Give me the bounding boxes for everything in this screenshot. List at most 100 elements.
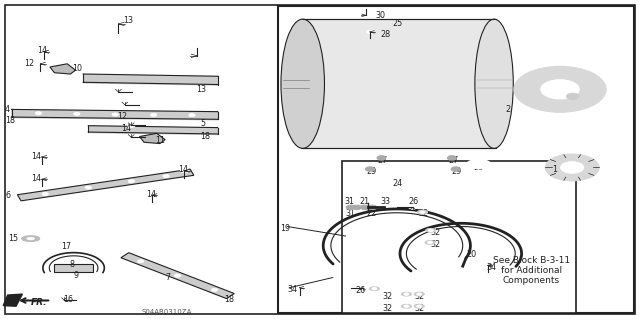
Circle shape	[545, 154, 599, 181]
Text: 20: 20	[466, 250, 476, 259]
Text: 14: 14	[37, 46, 47, 55]
Text: 21: 21	[360, 197, 370, 206]
Text: 12: 12	[24, 59, 34, 68]
Text: 32: 32	[415, 304, 425, 313]
Ellipse shape	[475, 19, 513, 148]
Circle shape	[61, 298, 67, 301]
Circle shape	[417, 293, 422, 295]
Text: 32: 32	[383, 304, 393, 313]
Circle shape	[451, 167, 460, 171]
Text: 23: 23	[474, 163, 484, 172]
Text: 8: 8	[69, 260, 74, 269]
Circle shape	[353, 205, 362, 210]
Text: 7: 7	[165, 273, 170, 282]
Circle shape	[466, 160, 492, 172]
Circle shape	[112, 113, 118, 116]
Circle shape	[150, 113, 157, 116]
Text: 26: 26	[355, 286, 365, 295]
Text: 1: 1	[552, 165, 557, 174]
Text: 30: 30	[375, 11, 385, 20]
Polygon shape	[50, 64, 76, 74]
Circle shape	[74, 112, 80, 115]
Circle shape	[372, 287, 377, 290]
Circle shape	[138, 260, 144, 263]
Text: 31: 31	[346, 209, 356, 218]
Polygon shape	[3, 294, 22, 306]
Circle shape	[377, 156, 386, 160]
Ellipse shape	[22, 236, 40, 241]
Circle shape	[404, 305, 409, 308]
Text: 11: 11	[155, 136, 165, 145]
Text: 13: 13	[196, 85, 207, 94]
Polygon shape	[17, 169, 194, 201]
Bar	[278, 6, 634, 313]
Circle shape	[296, 286, 303, 289]
Text: 2: 2	[506, 105, 511, 114]
Circle shape	[148, 193, 156, 197]
Ellipse shape	[401, 304, 412, 308]
Circle shape	[368, 205, 377, 210]
Text: 6: 6	[5, 191, 10, 200]
Text: 18: 18	[5, 116, 15, 125]
Circle shape	[417, 305, 422, 308]
Circle shape	[365, 167, 374, 171]
Ellipse shape	[426, 228, 436, 232]
Text: 34: 34	[287, 285, 298, 294]
Text: 32: 32	[415, 292, 425, 300]
Text: 19: 19	[280, 224, 291, 233]
Ellipse shape	[401, 292, 412, 296]
Text: 15: 15	[8, 234, 18, 243]
Circle shape	[180, 169, 188, 173]
Circle shape	[114, 22, 123, 26]
Circle shape	[360, 205, 369, 210]
Text: 24: 24	[392, 179, 403, 188]
Circle shape	[420, 211, 425, 213]
Text: 14: 14	[178, 165, 188, 174]
Text: 32: 32	[430, 228, 440, 237]
Text: 28: 28	[381, 30, 391, 39]
Text: 32: 32	[383, 292, 393, 300]
Polygon shape	[121, 253, 234, 299]
Text: 27: 27	[378, 156, 388, 165]
Text: FR.: FR.	[31, 298, 47, 307]
Text: 18: 18	[200, 132, 211, 141]
Circle shape	[566, 93, 579, 100]
Circle shape	[367, 30, 373, 33]
Circle shape	[35, 112, 42, 115]
Ellipse shape	[369, 287, 380, 291]
Circle shape	[211, 288, 218, 292]
Text: 14: 14	[146, 190, 156, 199]
Circle shape	[36, 62, 44, 66]
Text: 13: 13	[124, 16, 134, 25]
Circle shape	[38, 155, 45, 159]
Ellipse shape	[414, 304, 424, 308]
Circle shape	[514, 66, 606, 112]
Text: 32: 32	[430, 241, 440, 249]
Bar	[54, 264, 93, 272]
Circle shape	[363, 14, 369, 17]
Circle shape	[193, 54, 202, 58]
Text: 29: 29	[367, 167, 377, 176]
Text: 33: 33	[380, 197, 390, 206]
Text: 9: 9	[74, 271, 79, 280]
Circle shape	[428, 229, 433, 232]
Circle shape	[38, 177, 45, 181]
Ellipse shape	[417, 210, 428, 214]
Text: 16: 16	[63, 295, 73, 304]
Text: 29: 29	[451, 167, 461, 176]
Circle shape	[428, 241, 433, 244]
Circle shape	[541, 80, 579, 99]
Text: 25: 25	[392, 19, 403, 28]
Text: 5: 5	[200, 119, 205, 128]
Ellipse shape	[414, 292, 424, 296]
Circle shape	[360, 286, 366, 289]
Bar	[301, 19, 496, 148]
Circle shape	[129, 180, 135, 183]
Ellipse shape	[281, 19, 324, 148]
Text: 32: 32	[419, 209, 429, 218]
Text: 14: 14	[31, 152, 41, 161]
Circle shape	[163, 174, 169, 178]
Text: 31: 31	[344, 197, 355, 206]
Text: 4: 4	[5, 105, 10, 114]
Text: 14: 14	[122, 124, 132, 133]
